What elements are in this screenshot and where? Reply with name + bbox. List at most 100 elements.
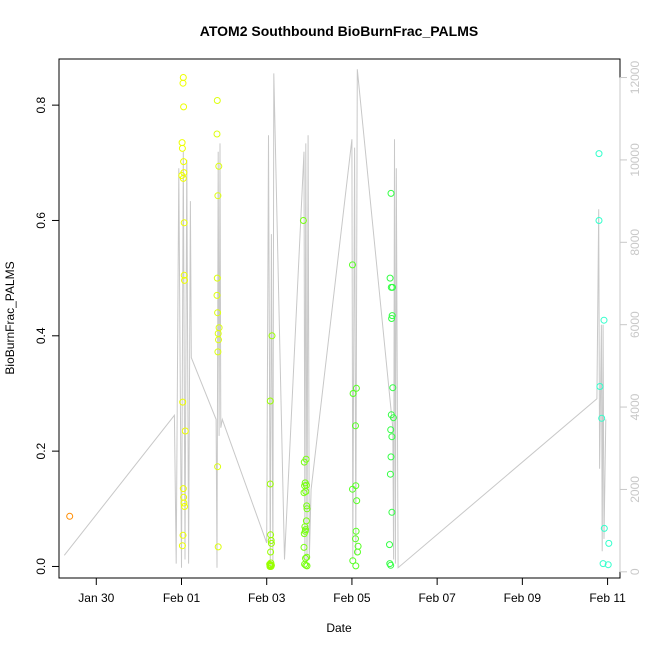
plot-frame [58,58,621,579]
x-axis-label: Date [326,621,352,635]
y-tick-label: 0.6 [34,212,48,229]
data-point [386,470,394,478]
data-point [213,130,221,138]
data-point [595,150,603,158]
data-point [214,309,222,317]
data-point [387,426,395,434]
data-point [352,535,359,543]
data-point [389,283,396,291]
data-point [598,414,606,422]
data-point [214,543,222,551]
data-point [349,557,357,565]
data-point [387,561,395,569]
data-point [179,531,187,539]
data-point [349,390,357,397]
altitude-layer [63,69,607,569]
data-point [352,527,360,535]
data-point [600,524,608,532]
data-point [300,458,308,466]
data-point [303,562,311,570]
y2-tick-label: 10000 [628,143,642,177]
data-point [214,463,222,471]
data-point [213,97,221,104]
y-tick-label: 0.0 [34,558,48,575]
data-point [303,553,311,561]
data-point [303,505,311,513]
data-point [181,276,188,284]
data-point [179,79,187,87]
data-point [181,503,188,510]
data-point [214,348,222,356]
y2-tick-label: 4000 [628,393,642,420]
data-point [179,174,187,182]
y2-tick-label: 2000 [628,476,642,503]
data-point [387,189,395,197]
y-tick-label: 0.4 [34,327,48,344]
data-point [349,485,356,493]
data-point [303,502,311,510]
y-axis-label: BioBurnFrac_PALMS [3,261,17,374]
data-point [266,480,274,488]
data-point [300,530,308,538]
data-point [595,217,603,224]
data-point [179,398,187,406]
data-point [389,384,397,392]
data-point [302,488,310,495]
data-point [180,103,188,111]
data-point [388,508,396,516]
data-point [215,336,222,344]
x-tick-label: Feb 05 [333,591,371,605]
data-point [386,274,394,282]
x-tick-label: Feb 01 [163,591,201,605]
data-point [387,453,395,461]
data-point [300,489,308,497]
x-tick-label: Feb 11 [589,591,626,605]
data-point [179,74,187,81]
data-point [352,562,360,570]
data-point [388,433,396,441]
data-point [178,144,186,152]
data-point [300,543,308,551]
data-point [180,271,188,279]
data-point [599,560,607,568]
data-point [266,397,274,405]
y2-tick-label: 8000 [628,229,642,256]
x-tick-label: Feb 09 [504,591,542,605]
data-point [267,539,275,547]
data-point [352,422,359,430]
data-point [389,414,397,422]
data-point [213,274,221,282]
data-point [352,384,360,392]
data-point [213,291,221,299]
data-point [180,219,188,227]
data-point [180,499,188,507]
y2-tick-label: 12000 [628,61,642,95]
data-point [180,158,188,166]
data-point [267,537,275,544]
y-tick-label: 0.2 [34,442,48,459]
data-point [349,261,356,269]
data-point [214,192,222,200]
data-point [181,427,189,435]
data-point [388,312,396,320]
data-point [178,139,186,147]
y2-tick-label: 6000 [628,311,642,338]
data-point [604,561,612,569]
data-point [600,316,608,324]
y2-tick-label: 0 [628,568,642,575]
data-point [354,548,361,556]
data-point [215,162,223,170]
data-point [299,217,307,224]
data-point [302,554,309,562]
x-tick-label: Jan 30 [78,591,114,605]
altitude-line [63,69,607,569]
data-point [179,485,187,493]
data-point [386,541,393,549]
x-tick-label: Feb 03 [248,591,286,605]
y2-axis: 0 2000 4000 6000 8000 10000 12000 [619,61,642,575]
data-point [268,332,276,340]
x-axis: Jan 30 Feb 01 Feb 03 Feb 05 Feb 07 Feb 09 Feb … [78,577,626,605]
points-layer [66,74,613,570]
data-point [267,548,275,556]
